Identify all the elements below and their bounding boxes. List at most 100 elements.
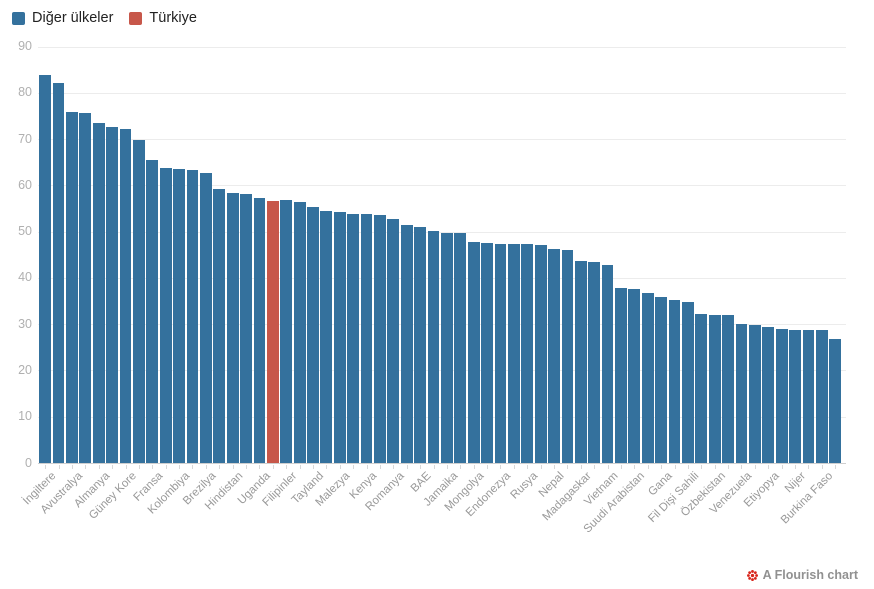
bar-Almanya[interactable]: [92, 123, 105, 464]
bar[interactable]: [829, 339, 842, 464]
bar[interactable]: [400, 224, 413, 464]
y-axis-tick-label-70: 70: [18, 131, 32, 146]
legend-swatch-turkiye: [129, 12, 143, 25]
bar-turkiye[interactable]: [266, 201, 279, 464]
bar-Endonezya[interactable]: [494, 243, 507, 464]
bar-BAE[interactable]: [414, 227, 427, 464]
legend-label-diger-ulkeler: Diğer ülkeler: [32, 10, 114, 26]
x-axis-tick: [326, 464, 328, 469]
bar[interactable]: [374, 214, 386, 464]
bar-Gana[interactable]: [655, 296, 668, 464]
bar-Güney Kore[interactable]: [119, 128, 132, 464]
x-axis-tick: [433, 464, 435, 469]
legend: Diğer ülkeler Türkiye: [12, 10, 197, 27]
x-axis-tick: [808, 464, 810, 469]
bar-Uganda[interactable]: [253, 197, 266, 464]
bar-Malezya[interactable]: [333, 211, 346, 464]
bar[interactable]: [427, 230, 440, 464]
x-axis-tick: [781, 464, 783, 469]
bar[interactable]: [748, 325, 761, 464]
bar[interactable]: [507, 244, 520, 464]
bar-Kenya[interactable]: [360, 214, 373, 464]
bar[interactable]: [775, 328, 788, 464]
bar[interactable]: [106, 127, 119, 464]
bar-Fil Dişi Sahili[interactable]: [682, 301, 694, 464]
x-axis-tick: [607, 464, 609, 469]
bar-Tayland[interactable]: [307, 207, 319, 464]
x-axis-tick: [379, 464, 381, 469]
bar[interactable]: [588, 262, 601, 464]
bar-Etiyopya[interactable]: [762, 327, 775, 464]
x-axis-tick: [138, 464, 140, 469]
bar-Özbekistan[interactable]: [708, 315, 721, 464]
bar-İngiltere[interactable]: [39, 74, 52, 464]
bar[interactable]: [534, 244, 547, 464]
x-axis-tick: [634, 464, 636, 469]
x-axis-tick: [473, 464, 475, 469]
bar-Nijer[interactable]: [789, 329, 801, 464]
bar-Burkina Faso[interactable]: [815, 329, 828, 464]
y-axis-tick-label-0: 0: [25, 455, 32, 470]
x-axis-tick: [219, 464, 221, 469]
bar[interactable]: [293, 202, 306, 464]
bar[interactable]: [213, 188, 226, 464]
bar[interactable]: [481, 242, 493, 464]
bar-Hindistan[interactable]: [226, 192, 239, 464]
x-axis-tick: [313, 464, 314, 469]
bar[interactable]: [668, 300, 681, 464]
bar[interactable]: [641, 292, 654, 464]
bar[interactable]: [454, 233, 467, 464]
bar-Fransa[interactable]: [146, 159, 159, 464]
x-axis-tick: [567, 464, 569, 469]
bar[interactable]: [159, 167, 172, 464]
bar[interactable]: [320, 211, 333, 464]
x-axis-tick: [192, 464, 194, 469]
x-axis-tick: [661, 464, 663, 469]
bar-Brezilya[interactable]: [199, 172, 212, 464]
bar-Venezuela[interactable]: [735, 324, 748, 464]
bar[interactable]: [561, 250, 574, 464]
bar-Mongolya[interactable]: [467, 241, 480, 464]
bar[interactable]: [695, 314, 708, 464]
x-axis-tick: [754, 464, 756, 469]
x-axis-tick: [420, 464, 422, 469]
x-axis-tick: [58, 464, 60, 469]
bar-Nepal[interactable]: [548, 249, 560, 464]
x-axis-tick: [687, 464, 689, 469]
bar[interactable]: [240, 194, 252, 464]
bar[interactable]: [52, 83, 65, 464]
x-axis-tick: [112, 464, 114, 469]
bar-Jamaika[interactable]: [441, 233, 453, 464]
y-axis-tick-label-50: 50: [18, 224, 32, 239]
bar-Rusya[interactable]: [521, 244, 534, 464]
bar[interactable]: [186, 169, 199, 464]
bar[interactable]: [347, 213, 360, 464]
bar[interactable]: [615, 288, 627, 464]
bar-Suudi Arabistan[interactable]: [628, 289, 641, 464]
x-axis-tick: [259, 464, 261, 469]
x-axis-tick: [768, 464, 770, 469]
bar-Vietnam[interactable]: [601, 264, 614, 464]
x-axis-tick: [714, 464, 716, 469]
x-axis-tick: [98, 464, 100, 469]
bar-Romanya[interactable]: [387, 218, 400, 464]
gridline-50: [38, 231, 846, 233]
bar-Avustralya[interactable]: [66, 111, 78, 464]
bar[interactable]: [722, 315, 734, 464]
bar[interactable]: [133, 139, 145, 464]
x-axis-tick: [580, 464, 582, 469]
x-axis-tick: [594, 464, 596, 469]
x-axis-tick: [487, 464, 489, 469]
x-axis-tick: [741, 464, 743, 469]
legend-swatch-diger-ulkeler: [12, 12, 25, 25]
x-axis-tick: [674, 464, 676, 469]
gridline-90: [38, 46, 846, 48]
bar[interactable]: [802, 329, 815, 464]
flourish-credit-link[interactable]: A Flourish chart: [762, 568, 858, 582]
bar[interactable]: [79, 112, 92, 464]
bar-Madagaskar[interactable]: [574, 261, 587, 464]
x-axis-tick: [647, 464, 649, 469]
bar-Filipinler[interactable]: [280, 200, 293, 464]
bar-Kolombiya[interactable]: [173, 168, 185, 464]
x-axis-tick: [71, 464, 73, 469]
